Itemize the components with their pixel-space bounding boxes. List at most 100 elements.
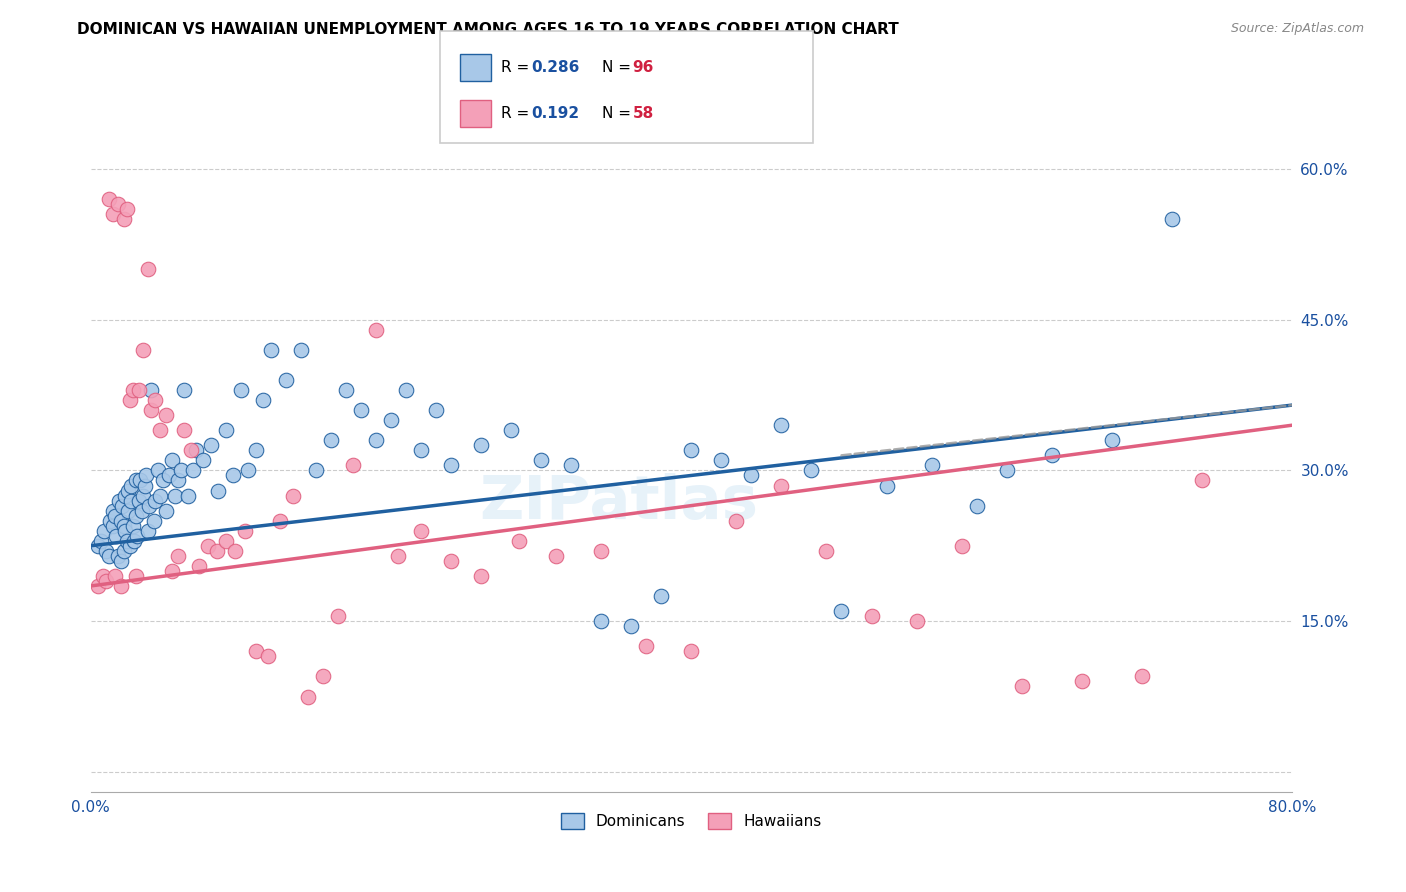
Point (101, 503, 124, 517)
Point (283, 489, 305, 503)
Text: 96: 96 (633, 61, 654, 75)
Text: N =: N = (602, 106, 636, 120)
Point (905, 614, 928, 628)
Legend: Dominicans, Hawaiians: Dominicans, Hawaiians (554, 806, 828, 835)
Point (143, 493, 166, 508)
Point (136, 524, 159, 538)
Point (136, 262, 159, 277)
Point (1101, 434, 1123, 448)
Text: R =: R = (501, 61, 534, 75)
Point (312, 669, 335, 683)
Point (108, 493, 131, 508)
Point (114, 524, 136, 538)
Point (860, 609, 883, 624)
Point (364, 434, 387, 448)
Point (215, 423, 238, 437)
Point (187, 558, 209, 573)
Point (200, 438, 222, 452)
Point (245, 443, 267, 458)
Point (1191, 474, 1213, 488)
Point (124, 569, 146, 583)
Point (335, 383, 357, 397)
Point (620, 619, 643, 633)
Point (135, 468, 157, 483)
Point (101, 207, 124, 221)
Point (107, 197, 129, 211)
Point (111, 499, 134, 513)
Point (138, 499, 160, 513)
Point (770, 418, 793, 433)
Point (132, 489, 155, 503)
Point (148, 463, 170, 477)
Point (229, 383, 252, 397)
Point (269, 514, 291, 528)
Point (222, 468, 245, 483)
Point (128, 493, 150, 508)
Point (380, 413, 402, 427)
Point (387, 549, 409, 563)
Point (770, 478, 793, 492)
Text: DOMINICAN VS HAWAIIAN UNEMPLOYMENT AMONG AGES 16 TO 19 YEARS CORRELATION CHART: DOMINICAN VS HAWAIIAN UNEMPLOYMENT AMONG… (77, 22, 898, 37)
Point (152, 474, 174, 488)
Point (94, 574, 117, 588)
Point (181, 463, 204, 477)
Point (87, 539, 110, 553)
Point (143, 393, 166, 408)
Point (591, 614, 613, 628)
Point (350, 403, 373, 417)
Point (107, 549, 129, 563)
Point (1040, 448, 1063, 462)
Point (97, 549, 120, 563)
Point (163, 489, 186, 503)
Point (395, 383, 418, 397)
Point (104, 569, 127, 583)
Text: 0.286: 0.286 (531, 61, 579, 75)
Point (128, 383, 150, 397)
Point (224, 544, 246, 558)
Point (364, 323, 387, 337)
Point (155, 408, 177, 422)
Point (120, 478, 142, 492)
Point (995, 463, 1018, 477)
Point (104, 508, 127, 523)
Point (233, 524, 256, 538)
Point (122, 533, 145, 548)
Text: R =: R = (501, 106, 534, 120)
Point (274, 373, 297, 387)
Point (173, 383, 195, 397)
Point (681, 443, 703, 458)
Point (207, 483, 229, 498)
Point (177, 489, 200, 503)
Point (470, 438, 492, 452)
Point (501, 423, 523, 437)
Point (876, 478, 898, 492)
Point (215, 533, 238, 548)
Point (1070, 674, 1092, 689)
Point (800, 463, 823, 477)
Point (101, 518, 124, 533)
Point (1160, 212, 1182, 227)
Point (166, 474, 188, 488)
Point (409, 443, 432, 458)
Point (409, 524, 432, 538)
Text: ZIPatlas: ZIPatlas (479, 473, 759, 533)
Point (132, 343, 155, 357)
Point (740, 468, 762, 483)
Point (121, 383, 143, 397)
Point (93, 524, 115, 538)
Point (290, 343, 312, 357)
Point (118, 393, 141, 408)
Point (173, 423, 195, 437)
Point (94, 544, 117, 558)
Point (115, 202, 138, 217)
Point (90, 533, 112, 548)
Point (134, 478, 156, 492)
Point (197, 539, 219, 553)
Point (966, 499, 988, 513)
Point (297, 690, 319, 704)
Point (170, 463, 193, 477)
Point (342, 458, 364, 473)
Point (830, 604, 852, 618)
Point (205, 544, 228, 558)
Point (921, 458, 943, 473)
